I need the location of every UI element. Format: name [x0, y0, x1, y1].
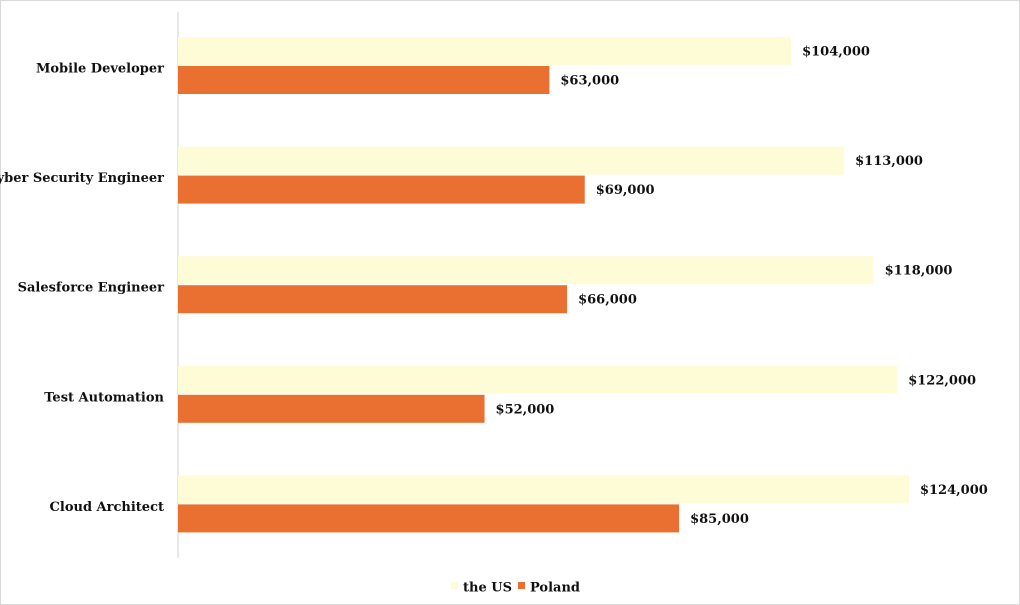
category-label: Mobile Developer: [36, 62, 164, 77]
bar-us: [178, 475, 909, 504]
bar-us: [178, 37, 792, 65]
legend-swatch-us: [451, 582, 458, 589]
bar-poland: [178, 285, 568, 314]
bar-poland: [178, 504, 680, 533]
data-label-poland: $85,000: [690, 512, 749, 527]
data-label-us: $118,000: [885, 264, 953, 279]
legend-label-us: the US: [463, 581, 512, 596]
data-label-poland: $52,000: [496, 402, 555, 417]
data-label-us: $113,000: [855, 154, 923, 169]
category-label: Salesforce Engineer: [18, 281, 165, 296]
bar-poland: [178, 394, 485, 423]
category-label: Test Automation: [44, 390, 164, 405]
data-label-poland: $69,000: [596, 183, 655, 198]
data-label-us: $122,000: [908, 373, 976, 388]
bar-us: [178, 256, 874, 285]
bar-us: [178, 146, 845, 175]
legend-swatch-poland: [518, 582, 525, 589]
legend-label-poland: Poland: [530, 581, 580, 596]
data-label-poland: $63,000: [560, 74, 619, 89]
bar-poland: [178, 175, 585, 204]
data-label-us: $104,000: [802, 45, 870, 60]
bar-us: [178, 365, 898, 394]
category-label: Cyber Security Engineer: [0, 171, 164, 186]
data-label-poland: $66,000: [578, 293, 637, 308]
bar-poland: [178, 66, 550, 94]
category-label: Cloud Architect: [50, 500, 164, 515]
data-label-us: $124,000: [920, 483, 988, 498]
